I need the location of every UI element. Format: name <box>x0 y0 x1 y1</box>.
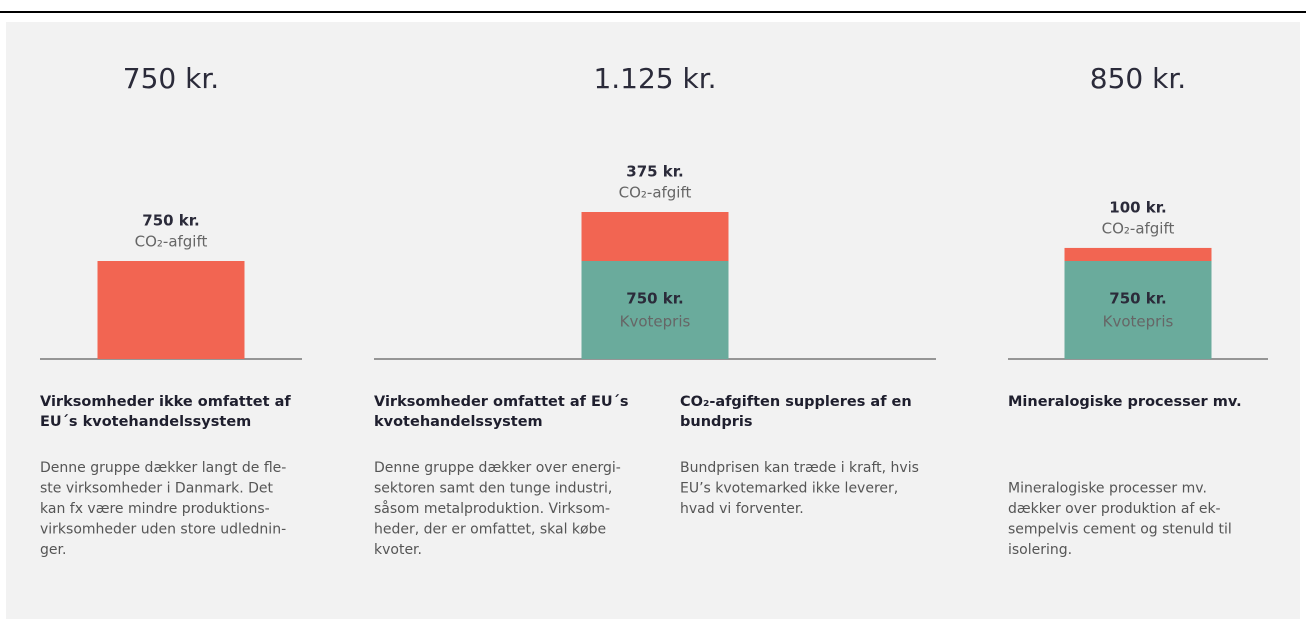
section-body: kan fx være mindre produktions- <box>40 501 270 517</box>
bar-segment <box>1064 261 1212 359</box>
section-body: kvoter. <box>374 542 422 558</box>
series-label: Kvotepris <box>1103 313 1174 331</box>
section-heading: EU´s kvotehandelssystem <box>40 414 251 430</box>
section-body: ste virksomheder i Danmark. Det <box>40 481 274 497</box>
value-label: 750 kr. <box>626 290 683 308</box>
section-body: dækker over produktion af ek- <box>1008 501 1221 517</box>
section-body: virksomheder uden store udlednin- <box>40 522 286 538</box>
section-body: heder, der er omfattet, skal købe <box>374 522 606 538</box>
section-heading: Virksomheder ikke omfattet af <box>40 394 291 410</box>
section-body: såsom metalproduktion. Virksom- <box>374 500 610 517</box>
value-label: 100 kr. <box>1109 198 1166 216</box>
bar-segment <box>581 261 729 359</box>
section-body: isolering. <box>1008 542 1072 558</box>
value-label: 375 kr. <box>626 163 683 181</box>
total-label: 850 kr. <box>1090 62 1186 95</box>
section-heading: Mineralogiske processer mv. <box>1008 394 1242 410</box>
section-body: Bundprisen kan træde i kraft, hvis <box>680 460 919 476</box>
bar-segment <box>581 212 729 261</box>
section-body: sektoren samt den tunge industri, <box>374 481 612 497</box>
series-label: Kvotepris <box>620 313 691 331</box>
series-label: CO₂-afgift <box>619 184 692 202</box>
series-label: CO₂-afgift <box>1102 219 1175 237</box>
total-label: 1.125 kr. <box>593 62 716 95</box>
series-label: CO₂-afgift <box>135 233 208 251</box>
section-body: ger. <box>40 542 66 558</box>
section-body: EU’s kvotemarked ikke leverer, <box>680 481 898 497</box>
section-heading: Virksomheder omfattet af EU´s <box>374 394 629 410</box>
section-body: Denne gruppe dækker over energi- <box>374 460 621 476</box>
section-body: sempelvis cement og stenuld til <box>1008 522 1232 538</box>
value-label: 750 kr. <box>1109 290 1166 308</box>
section-heading: CO₂-afgiften suppleres af en <box>680 394 912 410</box>
section-body: Mineralogiske processer mv. <box>1008 481 1207 497</box>
total-label: 750 kr. <box>123 62 219 95</box>
section-heading: bundpris <box>680 414 753 430</box>
section-body: Denne gruppe dækker langt de fle- <box>40 460 286 476</box>
bar-segment <box>97 261 245 359</box>
value-label: 750 kr. <box>142 212 199 230</box>
section-body: hvad vi forventer. <box>680 501 804 517</box>
section-heading: kvotehandelssystem <box>374 414 543 430</box>
bar-segment <box>1064 247 1212 261</box>
